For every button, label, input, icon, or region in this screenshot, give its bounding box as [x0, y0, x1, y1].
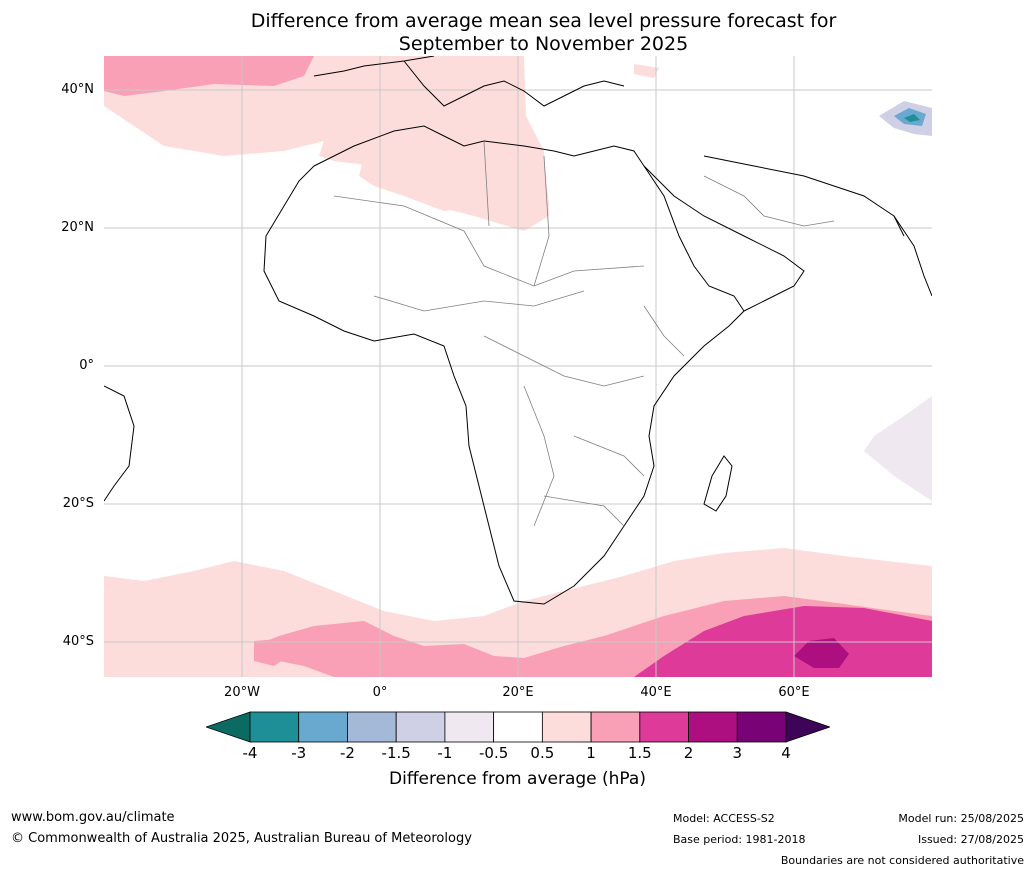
colorbar-extend-high: [785, 711, 830, 743]
map-title: Difference from average mean sea level p…: [0, 10, 1035, 56]
footer-disclaimer: Boundaries are not considered authoritat…: [780, 854, 1024, 867]
southern-anomaly-2-3: [794, 638, 849, 668]
colorbar: [206, 711, 830, 743]
colorbar-tick-label: 3: [732, 744, 743, 762]
colorbar-extend-low: [206, 711, 251, 743]
colorbar-tick-label: 2: [683, 744, 694, 762]
colorbar-segment: [444, 711, 495, 743]
colorbar-tick-label: -4: [242, 744, 258, 762]
lat-label-20n: 20°N: [61, 220, 94, 235]
lon-label-60e: 60°E: [778, 685, 810, 700]
lon-label-20w: 20°W: [224, 685, 260, 700]
lat-label-40s: 40°S: [62, 634, 94, 649]
graticule: [104, 56, 932, 677]
colorbar-tick-label: 1: [586, 744, 596, 762]
footer-copyright: © Commonwealth of Australia 2025, Austra…: [11, 831, 472, 846]
colorbar-segment: [493, 711, 543, 743]
colorbar-segment: [590, 711, 641, 743]
colorbar-tick-label: -1.5: [381, 744, 411, 762]
east-med-anomaly: [634, 64, 659, 78]
forecast-map: [104, 56, 932, 677]
india-coastline: [893, 215, 932, 297]
country-borders: [333, 140, 835, 527]
lon-label-40e: 40°E: [640, 685, 672, 700]
colorbar-segment: [249, 711, 300, 743]
colorbar-segment: [736, 711, 787, 743]
mediterranean-anomaly: [359, 116, 549, 221]
title-line-2: September to November 2025: [398, 33, 689, 55]
lat-label-0: 0°: [79, 358, 94, 373]
europe-coastline: [313, 56, 625, 107]
lon-label-20e: 20°E: [502, 685, 534, 700]
title-line-1: Difference from average mean sea level p…: [250, 10, 837, 32]
north-atlantic-anomaly-1-1.5: [104, 56, 314, 96]
colorbar-segment: [298, 711, 348, 743]
footer-url[interactable]: www.bom.gov.au/climate: [11, 810, 175, 825]
colorbar-segment: [395, 711, 446, 743]
colorbar-tick-label: -1: [437, 744, 453, 762]
colorbar-segment: [541, 711, 592, 743]
footer-issued: Issued: 27/08/2025: [917, 833, 1024, 846]
footer-model-run: Model run: 25/08/2025: [898, 812, 1024, 825]
colorbar-segment: [639, 711, 689, 743]
south-america-coastline: [104, 385, 135, 502]
lat-label-40n: 40°N: [61, 82, 94, 97]
footer-base-period: Base period: 1981-2018: [673, 833, 806, 846]
colorbar-tick-label: -0.5: [478, 744, 509, 762]
lon-label-0: 0°: [372, 685, 388, 700]
colorbar-tick-label: 0.5: [530, 744, 555, 762]
lat-label-20s: 20°S: [62, 496, 94, 511]
map-panel: [104, 56, 932, 677]
colorbar-label: Difference from average (hPa): [389, 769, 646, 789]
colorbar-segment: [688, 711, 738, 743]
colorbar-tick-label: 1.5: [627, 744, 652, 762]
indian-ocean-negative-anomaly: [864, 396, 932, 501]
africa-coastline: [263, 125, 745, 605]
madagascar: [703, 455, 733, 512]
footer-model: Model: ACCESS-S2: [673, 812, 775, 825]
colorbar-segment: [347, 711, 397, 743]
colorbar-tick-label: -3: [291, 744, 307, 762]
colorbar-tick-label: -2: [339, 744, 355, 762]
colorbar-tick-label: 4: [781, 744, 791, 762]
